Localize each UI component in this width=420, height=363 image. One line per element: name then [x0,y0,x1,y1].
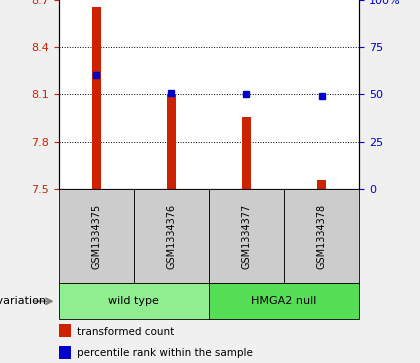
Text: GSM1334378: GSM1334378 [317,203,327,269]
Text: GSM1334376: GSM1334376 [166,203,176,269]
Bar [59,283,209,319]
Bar [242,117,251,189]
Text: genotype/variation: genotype/variation [0,296,46,306]
Bar [59,189,134,283]
Bar [284,189,359,283]
Text: GSM1334377: GSM1334377 [241,203,252,269]
Bar [59,324,71,337]
Text: transformed count: transformed count [77,327,174,337]
Text: wild type: wild type [108,296,159,306]
Bar [209,283,359,319]
Text: GSM1334375: GSM1334375 [91,203,101,269]
Bar [92,7,101,189]
Bar [317,180,326,189]
Bar [134,189,209,283]
Bar [59,346,71,359]
Bar [167,94,176,189]
Bar [209,189,284,283]
Text: percentile rank within the sample: percentile rank within the sample [77,348,253,358]
Text: HMGA2 null: HMGA2 null [251,296,317,306]
